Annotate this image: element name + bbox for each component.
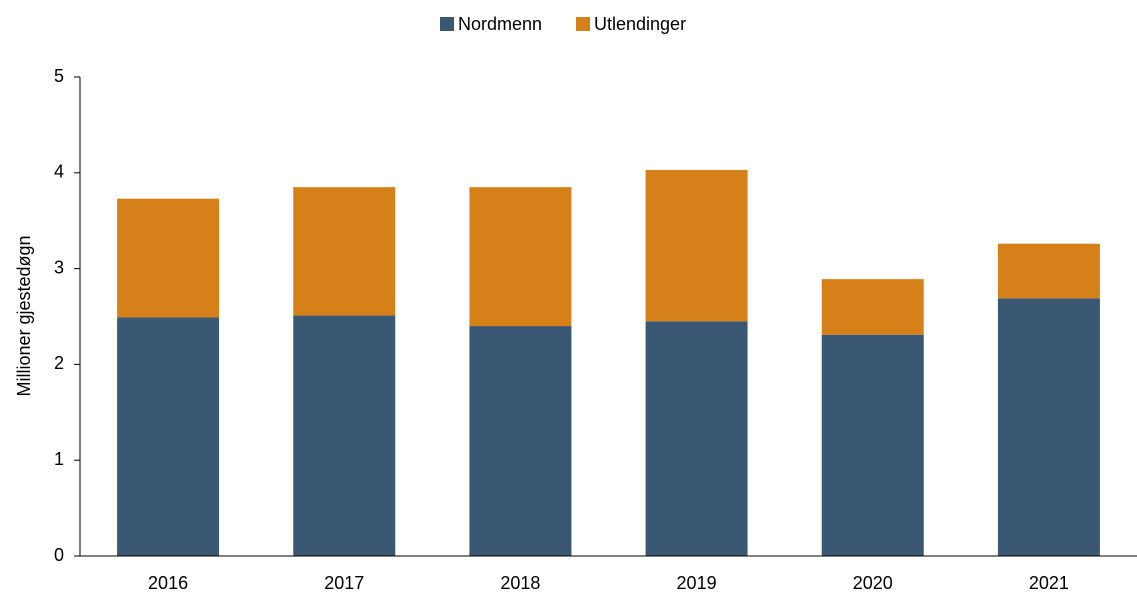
bar-segment (117, 317, 220, 556)
legend-swatch (576, 17, 590, 31)
bar-segment (469, 187, 572, 327)
legend-label: Nordmenn (458, 14, 542, 34)
x-tick-label: 2018 (500, 573, 540, 593)
y-tick-label: 0 (54, 545, 64, 565)
y-tick-label: 2 (54, 353, 64, 373)
x-tick-label: 2016 (148, 573, 188, 593)
x-tick-label: 2020 (853, 573, 893, 593)
y-tick-label: 4 (54, 162, 64, 182)
y-axis-label: Millioner gjestedøgn (14, 235, 34, 396)
bar-segment (645, 169, 748, 322)
y-tick-label: 1 (54, 449, 64, 469)
bar-segment (293, 315, 396, 556)
bar-segment (117, 198, 220, 318)
bar-segment (997, 243, 1100, 299)
bar-segment (293, 187, 396, 316)
y-tick-label: 5 (54, 66, 64, 86)
bar-segment (997, 298, 1100, 556)
bar-segment (821, 334, 924, 556)
legend-swatch (440, 17, 454, 31)
y-tick-label: 3 (54, 257, 64, 277)
x-tick-label: 2019 (677, 573, 717, 593)
bar-segment (469, 326, 572, 556)
bar-segment (821, 279, 924, 335)
legend-label: Utlendinger (594, 14, 686, 34)
x-tick-label: 2017 (324, 573, 364, 593)
x-tick-label: 2021 (1029, 573, 1069, 593)
bar-segment (645, 321, 748, 556)
